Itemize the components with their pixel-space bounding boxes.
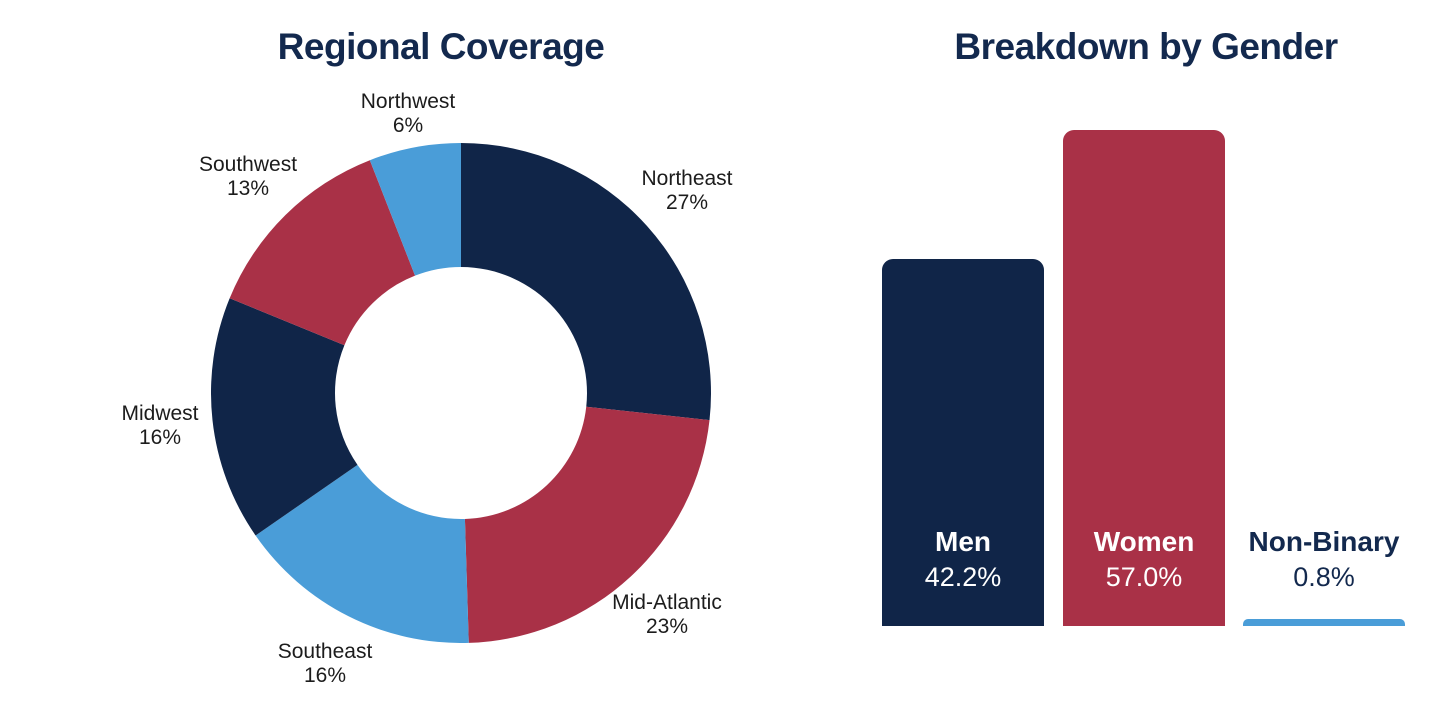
bar-non-binary [1243,619,1405,626]
donut-slice-southwest [229,160,416,346]
donut-slice-southeast [255,464,469,644]
donut-label-northeast: Northeast 27% [641,167,732,215]
bar-label-non-binary: Non-Binary 0.8% [1249,524,1400,594]
bar-label-women: Women 57.0% [1094,524,1195,594]
bar-women [1062,130,1225,626]
bar-value-label: 0.8% [1293,562,1355,592]
donut-label-category: Mid-Atlantic [612,591,722,614]
donut-label-midwest: Midwest 16% [121,402,198,450]
donut-label-percent: 6% [392,114,424,137]
bar-value-label: 42.2% [924,562,1002,592]
bar-label-men: Men 42.2% [925,524,1002,594]
donut-label-percent: 13% [226,177,270,200]
bar-category-label: Non-Binary [1248,526,1400,557]
bar-category-label: Women [1093,526,1195,557]
donut-label-southwest: Southwest 13% [199,153,297,201]
donut-chart-svg [210,143,711,644]
bar-men [882,259,1044,626]
donut-label-percent: 16% [138,426,182,449]
donut-slice-mid-atlantic [464,406,710,643]
donut-label-category: Northwest [360,90,456,113]
bar-value-label: 57.0% [1105,562,1183,592]
donut-label-southeast: Southeast 16% [278,640,373,688]
donut-label-category: Midwest [121,402,199,425]
donut-label-northwest: Northwest 6% [361,90,456,138]
donut-slice-northeast [461,143,711,421]
donut-label-percent: 16% [303,664,347,687]
donut-label-category: Northeast [641,167,733,190]
bar-chart-title: Breakdown by Gender [954,26,1338,67]
donut-label-category: Southwest [198,153,298,176]
donut-slice-midwest [210,298,358,536]
donut-label-category: Southeast [277,640,373,663]
donut-chart [210,143,711,644]
bar-category-label: Men [935,526,991,557]
donut-label-percent: 27% [665,191,709,214]
donut-chart-title: Regional Coverage [277,26,605,67]
donut-label-percent: 23% [645,615,689,638]
donut-label-mid-atlantic: Mid-Atlantic 23% [612,591,722,639]
donut-slice-northwest [369,143,461,276]
